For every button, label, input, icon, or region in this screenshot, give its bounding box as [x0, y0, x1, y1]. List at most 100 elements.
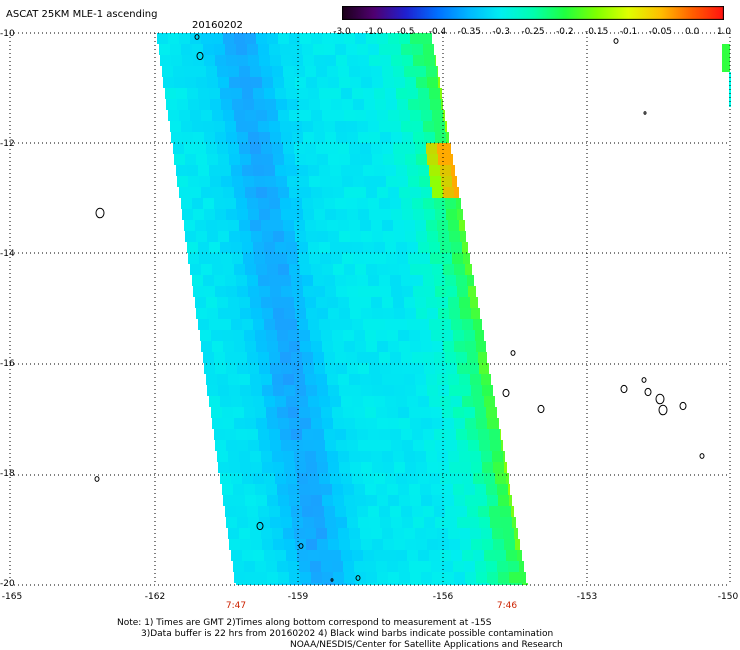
swath-cell	[350, 308, 361, 319]
swath-cell	[220, 165, 231, 176]
swath-cell	[222, 330, 233, 341]
swath-cell	[493, 462, 504, 473]
swath-cell	[368, 506, 379, 517]
swath-cell	[288, 407, 299, 418]
swath-cell	[255, 561, 266, 572]
swath-cell	[171, 55, 182, 66]
swath-cell	[404, 297, 415, 308]
swath-cell	[215, 132, 226, 143]
swath-cell	[264, 242, 275, 253]
swath-cell	[434, 429, 445, 440]
island-outline	[256, 521, 264, 531]
swath-cell	[188, 176, 199, 187]
swath-cell	[267, 418, 278, 429]
swath-cell	[399, 572, 410, 583]
island-outline	[644, 387, 652, 397]
swath-cell	[264, 550, 275, 561]
swath-cell	[500, 506, 511, 517]
swath-cell	[288, 330, 299, 341]
island-outline	[537, 404, 545, 414]
swath-cell	[325, 209, 336, 220]
swath-cell	[410, 264, 421, 275]
swath-cell	[475, 330, 484, 341]
swath-cell	[253, 242, 264, 253]
swath-cell	[421, 110, 432, 121]
swath-cell	[292, 55, 303, 66]
swath-cell	[453, 484, 464, 495]
swath-cell	[383, 539, 394, 550]
swath-cell	[443, 495, 454, 506]
swath-cell	[347, 363, 358, 374]
swath-cell	[214, 121, 225, 132]
swath-cell	[349, 66, 360, 77]
swath-cell	[297, 550, 308, 561]
swath-cell	[270, 55, 281, 66]
swath-cell	[375, 176, 386, 187]
swath-cell	[179, 33, 190, 44]
swath-cell	[317, 77, 328, 88]
swath-cell	[405, 462, 416, 473]
swath-cell	[375, 99, 386, 110]
swath-cell	[192, 275, 203, 286]
swath-cell	[240, 462, 251, 473]
swath-cell	[446, 132, 449, 143]
swath-cell	[385, 165, 396, 176]
swath-cell	[363, 242, 374, 253]
swath-cell	[291, 44, 302, 55]
swath-cell	[174, 77, 185, 88]
swath-cell	[387, 330, 398, 341]
swath-cell	[446, 517, 457, 528]
swath-cell	[300, 495, 311, 506]
swath-cell	[421, 418, 432, 429]
swath-cell	[412, 583, 423, 585]
swath-cell	[343, 561, 354, 572]
swath-cell	[495, 473, 506, 484]
swath-cell	[509, 495, 512, 506]
swath-cell	[289, 572, 300, 583]
swath-cell	[229, 308, 240, 319]
swath-cell	[408, 253, 419, 264]
swath-cell	[218, 231, 229, 242]
swath-cell	[393, 374, 404, 385]
swath-cell	[401, 198, 412, 209]
swath-cell	[363, 165, 374, 176]
swath-cell	[366, 341, 377, 352]
swath-cell	[397, 99, 408, 110]
island-outline	[679, 401, 687, 411]
swath-cell	[275, 165, 286, 176]
swath-cell	[273, 308, 284, 319]
swath-cell	[236, 506, 247, 517]
swath-cell	[322, 418, 333, 429]
swath-cell	[448, 451, 459, 462]
swath-cell	[482, 539, 493, 550]
swath-cell	[325, 440, 336, 451]
swath-cell	[253, 319, 264, 330]
swath-cell	[286, 242, 297, 253]
swath-cell	[297, 473, 308, 484]
lat-label: -18	[0, 469, 15, 479]
swath-cell	[295, 154, 306, 165]
swath-cell	[346, 352, 357, 363]
swath-cell	[247, 44, 258, 55]
swath-cell	[390, 275, 401, 286]
swath-cell	[347, 440, 358, 451]
swath-cell	[159, 44, 170, 55]
swath-cell	[382, 451, 393, 462]
swath-cell	[349, 220, 360, 231]
swath-cell	[294, 297, 305, 308]
swath-cell	[284, 154, 295, 165]
swath-cell	[385, 242, 396, 253]
swath-cell	[350, 154, 361, 165]
swath-cell	[242, 242, 253, 253]
swath-cell	[465, 341, 476, 352]
swath-cell	[275, 319, 286, 330]
swath-cell	[405, 539, 416, 550]
swath-cell	[305, 374, 316, 385]
swath-cell	[343, 330, 354, 341]
swath-cell	[287, 176, 298, 187]
swath-cell	[234, 418, 245, 429]
swath-cell	[416, 77, 427, 88]
swath-cell	[170, 121, 181, 132]
swath-cell	[291, 275, 302, 286]
swath-cell	[316, 528, 327, 539]
